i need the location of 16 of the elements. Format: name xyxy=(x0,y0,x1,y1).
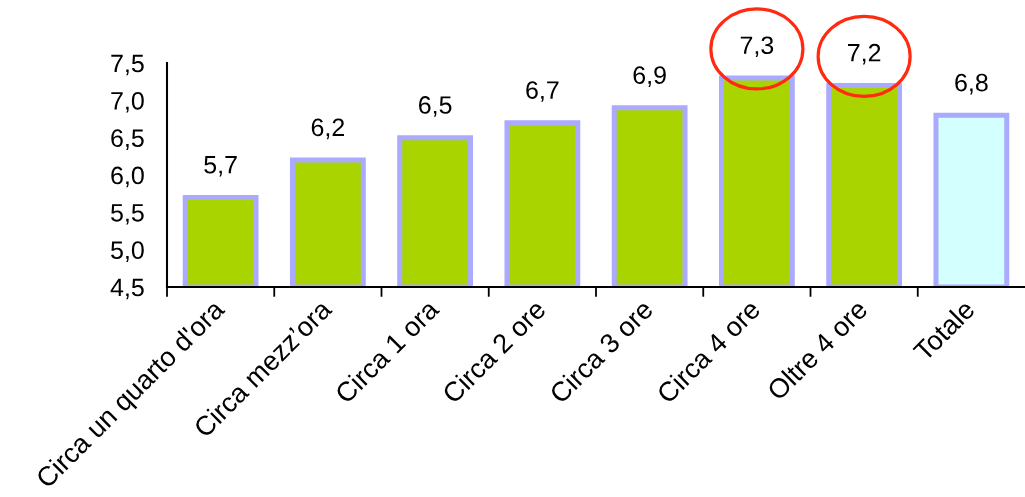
data-label: 7,3 xyxy=(740,36,774,58)
data-label: 6,5 xyxy=(419,96,452,117)
data-label: 6,8 xyxy=(955,73,988,95)
data-label: 6,9 xyxy=(633,66,666,87)
y-tick-label: 5,0 xyxy=(111,241,144,262)
data-label: 7,2 xyxy=(848,43,881,65)
y-tick-label: 7,0 xyxy=(111,91,144,113)
data-label: 5,7 xyxy=(204,156,237,177)
data-label: 6,2 xyxy=(311,118,344,140)
y-tick-label: 7,5 xyxy=(111,54,144,76)
y-tick-label: 5,5 xyxy=(111,204,144,225)
y-tick-label: 4,5 xyxy=(110,278,144,300)
y-tick-label: 6,5 xyxy=(111,129,144,150)
y-tick-label: 6,0 xyxy=(111,166,144,188)
x-tick-label: Oltre 4 ore xyxy=(765,298,869,402)
data-label: 6,7 xyxy=(526,81,559,102)
